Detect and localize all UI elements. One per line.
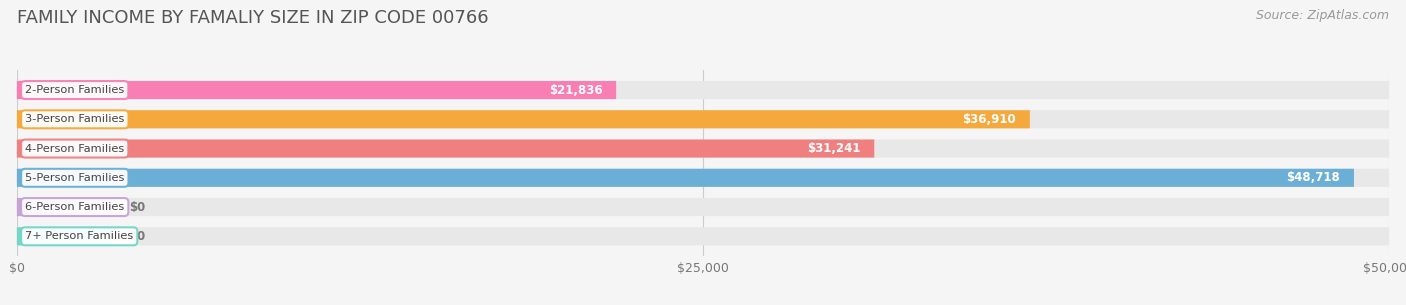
FancyBboxPatch shape [17,227,1389,246]
Text: 3-Person Families: 3-Person Families [25,114,125,124]
FancyBboxPatch shape [17,81,616,99]
Text: 2-Person Families: 2-Person Families [25,85,124,95]
FancyBboxPatch shape [17,198,112,216]
Text: 7+ Person Families: 7+ Person Families [25,231,134,241]
FancyBboxPatch shape [17,110,1029,128]
FancyBboxPatch shape [17,227,112,246]
Text: 4-Person Families: 4-Person Families [25,144,124,153]
Text: $31,241: $31,241 [807,142,860,155]
Text: $0: $0 [129,201,146,213]
Text: $0: $0 [129,230,146,243]
Text: Source: ZipAtlas.com: Source: ZipAtlas.com [1256,9,1389,22]
FancyBboxPatch shape [17,169,1354,187]
Text: $21,836: $21,836 [548,84,602,97]
Text: $48,718: $48,718 [1286,171,1340,184]
FancyBboxPatch shape [17,169,1389,187]
Text: 5-Person Families: 5-Person Families [25,173,125,183]
FancyBboxPatch shape [17,139,1389,158]
FancyBboxPatch shape [17,81,1389,99]
FancyBboxPatch shape [17,139,875,158]
FancyBboxPatch shape [17,110,1389,128]
Text: 6-Person Families: 6-Person Families [25,202,124,212]
FancyBboxPatch shape [17,198,1389,216]
Text: $36,910: $36,910 [963,113,1017,126]
Text: FAMILY INCOME BY FAMALIY SIZE IN ZIP CODE 00766: FAMILY INCOME BY FAMALIY SIZE IN ZIP COD… [17,9,488,27]
